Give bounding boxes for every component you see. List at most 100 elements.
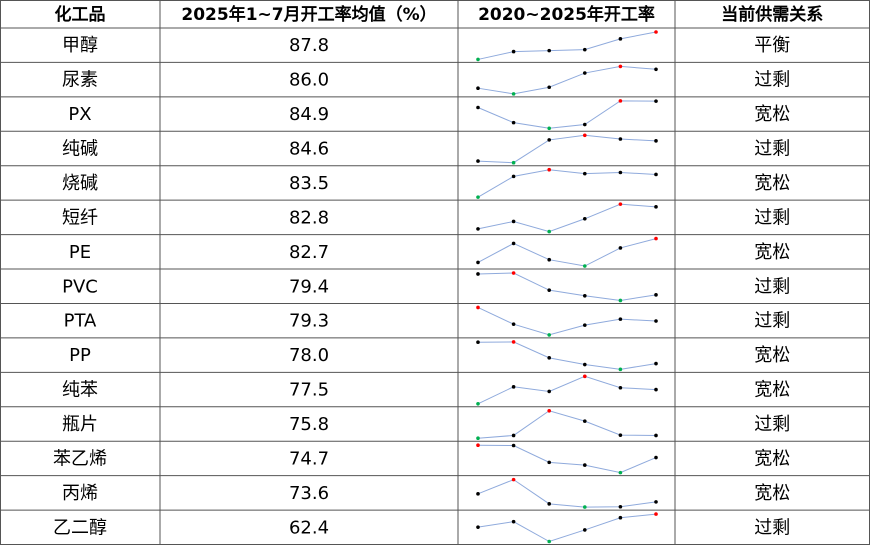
sparkline-point xyxy=(511,49,516,54)
sparkline-point xyxy=(583,71,587,75)
sparkline-point xyxy=(511,160,516,165)
value-cell: 78.0 xyxy=(289,345,329,366)
value-cell: 86.0 xyxy=(289,70,329,91)
value-cell: 79.4 xyxy=(289,276,329,297)
sparkline-point xyxy=(583,323,587,327)
sparkline-point xyxy=(654,172,658,177)
sparkline-point xyxy=(476,195,480,199)
sparkline-point xyxy=(654,236,658,241)
value-cell: 84.6 xyxy=(289,139,329,160)
sparkline-point xyxy=(511,433,516,438)
sparkline-point xyxy=(476,159,480,163)
sparkline-point xyxy=(476,227,480,231)
relation-cell: 过剩 xyxy=(754,311,790,332)
sparkline-point xyxy=(618,170,623,175)
sparkline-point xyxy=(654,205,658,209)
value-cell: 84.9 xyxy=(289,104,329,125)
sparkline-point xyxy=(618,470,623,475)
sparkline-point xyxy=(618,202,623,206)
relation-cell: 过剩 xyxy=(754,276,790,297)
name-cell: PVC xyxy=(62,276,98,297)
sparkline-point xyxy=(618,99,623,103)
sparkline-point xyxy=(618,515,623,520)
name-cell: PE xyxy=(69,242,91,263)
name-cell: 纯苯 xyxy=(62,380,98,401)
sparkline-point xyxy=(476,340,480,345)
sparkline xyxy=(477,65,657,95)
sparkline xyxy=(477,272,657,301)
name-cell: PX xyxy=(68,104,91,125)
sparkline-point xyxy=(654,67,658,72)
relation-cell: 宽松 xyxy=(754,345,790,366)
value-cell: 77.5 xyxy=(289,380,329,401)
sparkline-point xyxy=(654,512,658,516)
name-cell: 瓶片 xyxy=(62,414,98,435)
sparkline xyxy=(477,100,657,129)
sparkline-point xyxy=(511,174,516,179)
relation-cell: 过剩 xyxy=(754,414,790,435)
sparkline-point xyxy=(618,37,623,41)
sparkline xyxy=(477,307,657,336)
sparkline-point xyxy=(654,99,658,103)
sparkline-point xyxy=(511,92,516,96)
sparkline-point xyxy=(547,85,551,90)
sparkline xyxy=(477,410,657,439)
sparkline-point xyxy=(618,367,623,372)
relation-cell: 过剩 xyxy=(754,207,790,228)
value-cell: 82.7 xyxy=(289,242,329,263)
header-cell: 2020~2025年开工率 xyxy=(478,4,655,25)
relation-cell: 过剩 xyxy=(754,70,790,91)
sparkline-point xyxy=(583,264,587,268)
sparkline-point xyxy=(583,171,587,176)
sparkline-point xyxy=(547,138,551,142)
sparkline xyxy=(477,341,657,370)
sparkline-point xyxy=(654,30,658,34)
sparkline-point xyxy=(583,374,587,379)
sparkline-point xyxy=(511,322,516,326)
sparkline-point xyxy=(476,305,480,310)
sparkline-point xyxy=(511,120,516,125)
sparkline-point xyxy=(618,298,623,303)
sparkline-point xyxy=(583,463,587,467)
sparkline-point xyxy=(547,356,551,360)
sparkline-point xyxy=(618,246,623,250)
sparkline-point xyxy=(511,241,516,246)
sparkline-point xyxy=(547,229,551,234)
sparkline-point xyxy=(583,419,587,423)
sparkline-point xyxy=(583,133,587,138)
sparkline-point xyxy=(654,433,658,438)
sparkline-point xyxy=(476,260,480,265)
sparkline-point xyxy=(583,528,587,532)
sparkline xyxy=(477,513,657,543)
sparkline-point xyxy=(547,460,551,465)
sparkline-point xyxy=(547,389,551,394)
value-cell: 83.5 xyxy=(289,173,329,194)
header-cell: 2025年1~7月开工率均值（%） xyxy=(181,4,436,25)
value-cell: 73.6 xyxy=(289,483,329,504)
sparkline-point xyxy=(476,436,480,441)
sparkline-point xyxy=(547,167,551,172)
sparkline-point xyxy=(583,293,587,298)
sparkline-point xyxy=(654,387,658,392)
sparkline-point xyxy=(583,47,587,52)
sparkline-point xyxy=(618,504,623,509)
sparkline-point xyxy=(511,477,516,482)
sparkline-point xyxy=(476,525,480,529)
sparkline-point xyxy=(547,539,551,544)
sparkline-point xyxy=(618,317,623,321)
sparkline-point xyxy=(583,216,587,221)
relation-cell: 宽松 xyxy=(754,173,790,194)
sparkline-point xyxy=(547,333,551,337)
header-cell: 当前供需关系 xyxy=(721,4,823,25)
sparkline-point xyxy=(476,272,480,276)
name-cell: 短纤 xyxy=(62,207,98,228)
sparkline-point xyxy=(654,500,658,504)
name-cell: 烧碱 xyxy=(62,173,98,194)
value-cell: 82.8 xyxy=(289,207,329,228)
sparkline-point xyxy=(654,361,658,366)
sparkline-point xyxy=(547,502,551,506)
sparkline-point xyxy=(618,433,623,437)
relation-cell: 过剩 xyxy=(754,517,790,538)
sparkline xyxy=(477,238,657,267)
